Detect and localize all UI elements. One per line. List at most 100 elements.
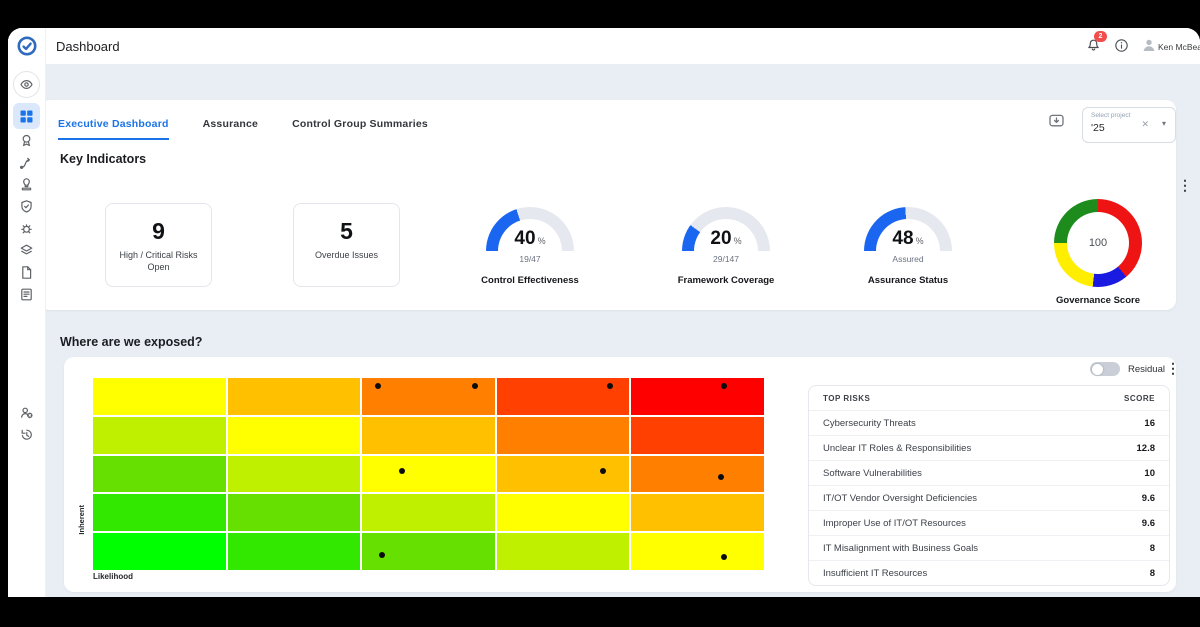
stat-card-overdue-issues[interactable]: 5 Overdue Issues xyxy=(293,203,400,287)
user-name: Ken McBean ( xyxy=(1158,42,1200,52)
gauge-subtext: 19/47 xyxy=(519,254,541,264)
heatmap-cell-r2c3[interactable] xyxy=(496,455,630,493)
residual-toggle[interactable] xyxy=(1090,362,1120,376)
heatmap-cell-r1c2[interactable] xyxy=(362,416,495,454)
risk-dot[interactable] xyxy=(472,383,479,390)
sidebar-item-workflow[interactable] xyxy=(13,151,40,173)
top-risk-row[interactable]: IT Misalignment with Business Goals 8 xyxy=(809,535,1169,560)
sidebar-item-issues[interactable] xyxy=(13,217,40,239)
sidebar-item-dashboard[interactable] xyxy=(13,103,40,129)
heatmap-cell-r3c0[interactable] xyxy=(93,494,226,532)
exposure-title: Where are we exposed? xyxy=(60,335,203,349)
risk-score: 16 xyxy=(1144,417,1155,429)
sidebar-item-users[interactable] xyxy=(13,401,40,423)
top-risk-row[interactable]: Insufficient IT Resources 8 xyxy=(809,560,1169,585)
gauge-assurance-status: 48% Assured Assurance Status xyxy=(853,207,963,286)
heatmap-cell-r2c1[interactable] xyxy=(227,455,361,493)
heatmap-cell-r4c3[interactable] xyxy=(496,533,630,570)
heatmap-cell-r4c1[interactable] xyxy=(227,533,361,570)
risk-name: IT/OT Vendor Oversight Deficiencies xyxy=(823,492,977,504)
heatmap-cell-r2c4[interactable] xyxy=(631,455,764,493)
heatmap-cell-r4c2[interactable] xyxy=(362,533,495,570)
app-logo-icon[interactable] xyxy=(8,28,45,64)
sidebar-item-certificate[interactable] xyxy=(13,129,40,151)
gauge-value: 48 xyxy=(892,228,914,249)
help-info-icon[interactable] xyxy=(1114,38,1130,54)
sidebar-nav xyxy=(13,64,40,305)
column-header-risks: TOP RISKS xyxy=(823,394,871,403)
tab-control-group-summaries[interactable]: Control Group Summaries xyxy=(292,118,428,130)
heatmap-cell-r1c0[interactable] xyxy=(93,416,226,454)
tab-executive-dashboard[interactable]: Executive Dashboard xyxy=(58,118,169,140)
risk-dot[interactable] xyxy=(398,467,405,474)
risk-name: Insufficient IT Resources xyxy=(823,567,928,579)
gauge-value: 20 xyxy=(710,228,732,249)
exposure-menu-icon[interactable]: ⋮ xyxy=(1166,360,1180,376)
heatmap-cell-r3c3[interactable] xyxy=(496,494,630,532)
risk-name: Unclear IT Roles & Responsibilities xyxy=(823,442,972,454)
gauge-subtext: Assured xyxy=(892,254,924,264)
top-risk-row[interactable]: Improper Use of IT/OT Resources 9.6 xyxy=(809,510,1169,535)
notification-count-badge: 2 xyxy=(1094,31,1107,42)
risk-dot[interactable] xyxy=(720,383,727,390)
sidebar-item-compliance[interactable] xyxy=(13,195,40,217)
heatmap-cell-r3c1[interactable] xyxy=(227,494,361,532)
donut-title: Governance Score xyxy=(1056,295,1140,306)
notifications-bell-icon[interactable] xyxy=(1086,38,1102,54)
heatmap-cell-r0c4[interactable] xyxy=(631,378,764,415)
project-archive-icon[interactable] xyxy=(1048,112,1065,134)
heatmap-cell-r2c2[interactable] xyxy=(362,455,495,493)
gauge-arc xyxy=(486,207,574,251)
risk-score: 10 xyxy=(1144,467,1155,479)
risk-dot[interactable] xyxy=(599,467,606,474)
heatmap-cell-r4c4[interactable] xyxy=(631,533,764,570)
heatmap-cell-r2c0[interactable] xyxy=(93,455,226,493)
project-selector[interactable]: Select project '25 ✕ ▾ xyxy=(1082,107,1176,143)
risk-dot[interactable] xyxy=(378,552,385,559)
sidebar-item-approvals[interactable] xyxy=(13,173,40,195)
clear-selection-icon[interactable]: ✕ xyxy=(1141,119,1149,129)
heatmap-cell-r3c4[interactable] xyxy=(631,494,764,532)
sidebar-bottom-nav xyxy=(8,401,45,445)
gauge-unit: % xyxy=(537,236,546,246)
risk-dot[interactable] xyxy=(606,383,613,390)
sidebar-item-history[interactable] xyxy=(13,423,40,445)
gauge-title: Assurance Status xyxy=(867,275,949,286)
chevron-down-icon[interactable]: ▾ xyxy=(1161,119,1166,128)
top-risk-row[interactable]: IT/OT Vendor Oversight Deficiencies 9.6 xyxy=(809,485,1169,510)
app-window: Dashboard 2 Ken McBean ( Executive Dashb… xyxy=(8,28,1200,597)
risk-dot[interactable] xyxy=(718,474,725,481)
sidebar-item-eye[interactable] xyxy=(13,71,40,98)
risk-dot[interactable] xyxy=(374,383,381,390)
top-risks-rows: Cybersecurity Threats 16 Unclear IT Roles … xyxy=(809,410,1169,585)
column-header-score: SCORE xyxy=(1124,394,1155,403)
gauge-title: Control Effectiveness xyxy=(481,275,579,286)
top-risk-row[interactable]: Unclear IT Roles & Responsibilities 12.8 xyxy=(809,435,1169,460)
stat-card-high-critical-risks[interactable]: 9 High / Critical Risks Open xyxy=(105,203,212,287)
tab-assurance[interactable]: Assurance xyxy=(202,118,259,130)
risk-score: 8 xyxy=(1149,542,1155,554)
key-indicators-menu-icon[interactable]: ⋮ xyxy=(1178,177,1192,193)
exposure-panel: Residual ⋮ Inherent Likelihood TOP RISKS… xyxy=(64,357,1180,592)
risk-name: Improper Use of IT/OT Resources xyxy=(823,517,966,529)
heatmap-cell-r3c2[interactable] xyxy=(362,494,495,532)
sidebar-item-documents[interactable] xyxy=(13,261,40,283)
heatmap-cell-r1c1[interactable] xyxy=(227,416,361,454)
gauge-arc xyxy=(682,207,770,251)
risk-score: 9.6 xyxy=(1141,517,1155,529)
key-indicators-card: Executive Dashboard Assurance Control Gr… xyxy=(40,100,1176,310)
heatmap-cell-r4c0[interactable] xyxy=(93,533,226,570)
heatmap-cell-r1c4[interactable] xyxy=(631,416,764,454)
top-risk-row[interactable]: Cybersecurity Threats 16 xyxy=(809,410,1169,435)
heatmap-cell-r0c1[interactable] xyxy=(227,378,361,415)
risk-dot[interactable] xyxy=(720,553,727,560)
heatmap-cell-r0c0[interactable] xyxy=(93,378,226,415)
sidebar-item-reports[interactable] xyxy=(13,283,40,305)
sidebar-item-layers[interactable] xyxy=(13,239,40,261)
risk-name: Cybersecurity Threats xyxy=(823,417,916,429)
stat-value: 9 xyxy=(152,218,165,244)
top-risk-row[interactable]: Software Vulnerabilities 10 xyxy=(809,460,1169,485)
heatmap-cell-r1c3[interactable] xyxy=(496,416,630,454)
user-avatar[interactable] xyxy=(1141,37,1157,53)
